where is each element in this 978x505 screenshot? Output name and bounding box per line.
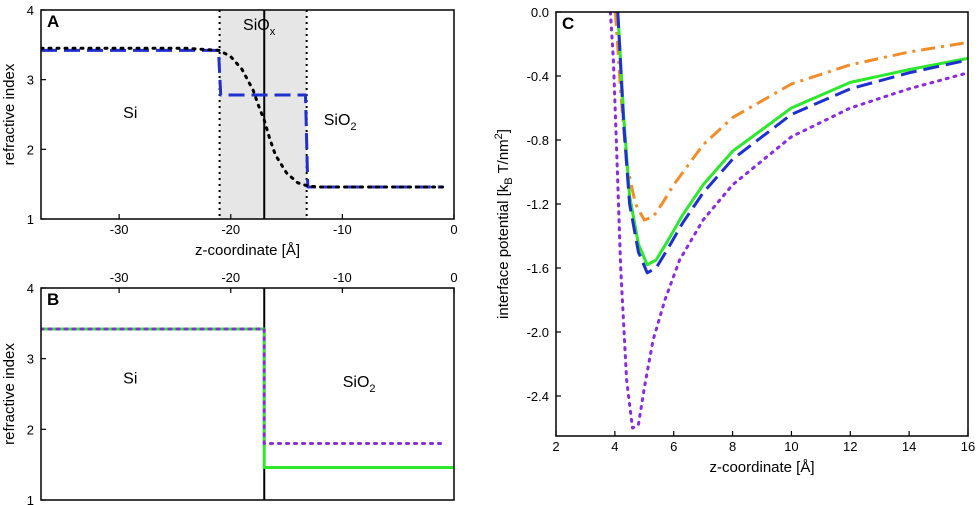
x-axis-label: z-coordinate [Å]	[709, 459, 814, 476]
panel-c: 2 4 6 8 10 12 14 16 0.0 -0.4 -0.8 -1.2 -1.6 -2.0 -2.4 C…	[493, 5, 975, 476]
x-tick-label: 2	[552, 439, 559, 454]
region-label: Si	[123, 370, 137, 387]
y-axis-label-end: ]	[495, 129, 512, 133]
series-line-3	[608, 12, 968, 430]
x-tick-label: -30	[110, 270, 129, 285]
y-tick-label: -1.2	[527, 197, 549, 212]
y-tick-label: 4	[27, 281, 34, 296]
region-label: SiO2	[343, 374, 376, 395]
shaded-region-label-main: SiO	[243, 17, 270, 34]
region-label-main: Si	[123, 105, 137, 122]
y-tick-label: 4	[27, 3, 34, 18]
x-tick-label: 10	[784, 439, 798, 454]
plot-area-c	[608, 12, 968, 430]
region-label-main: SiO	[343, 374, 370, 391]
region-label-sub: 2	[350, 121, 356, 133]
y-axis-label-main: refractive index	[1, 63, 18, 165]
region-label-main: Si	[123, 370, 137, 387]
x-tick-label: 0	[450, 222, 457, 237]
series-line-1	[616, 12, 968, 267]
plot-frame	[40, 9, 455, 220]
y-tick-label: 1	[27, 493, 34, 505]
series-line-0	[41, 327, 454, 469]
plot-frame	[555, 11, 969, 437]
region-label-sub: 2	[369, 383, 375, 395]
y-tick-label: -2.0	[527, 325, 549, 340]
series-line-1	[41, 46, 445, 189]
y-axis-label-tail: T/nm	[495, 139, 512, 177]
shaded-region-label: SiOx	[243, 17, 276, 38]
y-tick-label: -2.4	[527, 389, 549, 404]
x-tick-label: -10	[333, 222, 352, 237]
panel-a: -30 -20 -10 0 1 2 3 4Az-coordinate [Å] refractiv…	[1, 3, 458, 259]
panel-label: A	[47, 12, 59, 31]
x-tick-label: -10	[333, 270, 352, 285]
region-label: SiO2	[324, 112, 357, 133]
y-tick-label: 2	[27, 142, 34, 157]
series-line-1	[41, 327, 445, 445]
y-tick-label: -0.8	[527, 133, 549, 148]
y-axis-label-main: interface potential [k	[495, 184, 512, 319]
y-axis-label: refractive index	[1, 343, 18, 445]
y-tick-label: 2	[27, 422, 34, 437]
y-axis-label: interface potential [kB T/nm2]	[493, 129, 515, 319]
y-tick-label: -0.4	[527, 69, 549, 84]
y-tick-label: 3	[27, 352, 34, 367]
y-tick-label: 0.0	[531, 5, 549, 20]
panel-label: B	[47, 290, 59, 309]
x-tick-label: 4	[611, 439, 618, 454]
plot-frame	[40, 287, 455, 501]
x-tick-label: -20	[221, 270, 240, 285]
series-line-2	[616, 12, 968, 275]
shaded-region-label-sub: x	[270, 26, 276, 38]
x-tick-label: 6	[670, 439, 677, 454]
x-tick-label: 12	[843, 439, 857, 454]
x-tick-label: -30	[110, 222, 129, 237]
region-label-main: SiO	[324, 112, 351, 129]
y-tick-label: 3	[27, 73, 34, 88]
series-line-0	[613, 12, 968, 222]
y-axis-label-main: refractive index	[1, 343, 18, 445]
x-tick-label: 0	[450, 270, 457, 285]
x-tick-label: -20	[221, 222, 240, 237]
y-axis-label-sub: B	[503, 177, 515, 184]
x-tick-label: 16	[961, 439, 975, 454]
plot-area-a	[41, 10, 445, 219]
x-axis-label: z-coordinate [Å]	[195, 242, 300, 259]
y-tick-label: 1	[27, 212, 34, 227]
panel-label: C	[562, 14, 574, 33]
y-axis-label-sup: 2	[493, 133, 505, 139]
x-tick-label: 8	[729, 439, 736, 454]
y-tick-label: -1.6	[527, 261, 549, 276]
x-tick-label: 14	[902, 439, 916, 454]
plot-area-b	[41, 288, 454, 500]
region-label: Si	[123, 105, 137, 122]
y-axis-label: refractive index	[1, 63, 18, 165]
